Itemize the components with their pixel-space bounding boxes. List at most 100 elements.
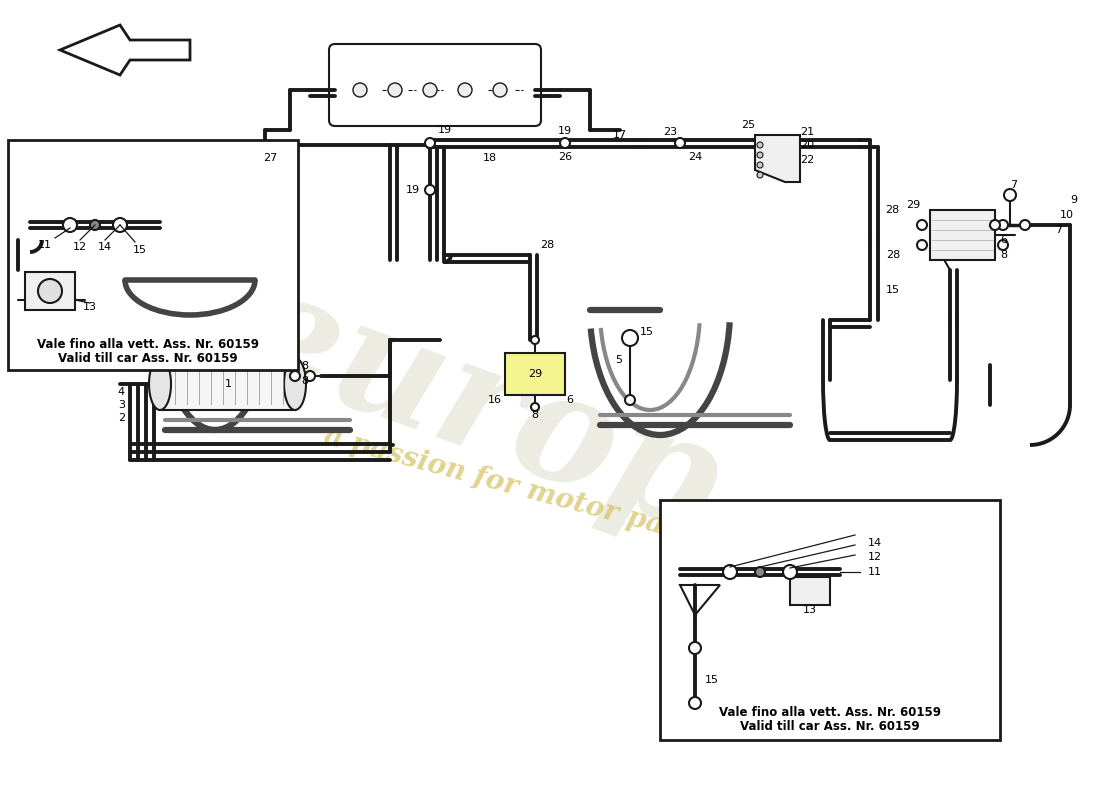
Circle shape — [39, 279, 62, 303]
Circle shape — [689, 697, 701, 709]
Text: 19: 19 — [558, 126, 572, 136]
Text: 3: 3 — [118, 400, 125, 410]
Text: 27: 27 — [263, 153, 277, 163]
Text: a passion for motor parts since 1985: a passion for motor parts since 1985 — [321, 423, 879, 597]
Circle shape — [560, 138, 570, 148]
Circle shape — [425, 138, 435, 148]
Circle shape — [305, 371, 315, 381]
Text: 15: 15 — [640, 327, 654, 337]
Text: Valid till car Ass. Nr. 60159: Valid till car Ass. Nr. 60159 — [740, 719, 920, 733]
Circle shape — [424, 83, 437, 97]
Bar — [930, 210, 996, 260]
Circle shape — [621, 330, 638, 346]
Text: 23: 23 — [663, 127, 678, 137]
Text: 4: 4 — [118, 387, 125, 397]
Text: 13: 13 — [82, 302, 97, 312]
Circle shape — [458, 83, 472, 97]
Text: 12: 12 — [868, 552, 882, 562]
Circle shape — [757, 152, 763, 158]
Text: 7: 7 — [1010, 180, 1018, 190]
Text: 15: 15 — [886, 285, 900, 295]
Text: 6: 6 — [1000, 235, 1006, 245]
Text: 19: 19 — [438, 125, 452, 135]
Circle shape — [625, 395, 635, 405]
Text: 5: 5 — [615, 355, 622, 365]
Circle shape — [63, 218, 77, 232]
Circle shape — [90, 220, 100, 230]
Circle shape — [917, 220, 927, 230]
Text: 20: 20 — [800, 140, 814, 150]
Circle shape — [757, 142, 763, 148]
Text: 7: 7 — [1055, 225, 1063, 235]
FancyBboxPatch shape — [329, 44, 541, 126]
Text: Vale fino alla vett. Ass. Nr. 60159: Vale fino alla vett. Ass. Nr. 60159 — [719, 706, 940, 718]
Circle shape — [757, 162, 763, 168]
Circle shape — [425, 185, 435, 195]
Text: 13: 13 — [803, 605, 817, 615]
Circle shape — [493, 83, 507, 97]
Polygon shape — [680, 585, 720, 615]
Circle shape — [755, 567, 764, 577]
Text: 22: 22 — [800, 155, 814, 165]
Text: 17: 17 — [613, 130, 627, 140]
Text: 11: 11 — [868, 567, 882, 577]
Text: 8: 8 — [1000, 250, 1008, 260]
Circle shape — [917, 240, 927, 250]
Bar — [8, 140, 298, 370]
Circle shape — [531, 403, 539, 411]
Text: 29: 29 — [905, 200, 920, 210]
Text: 9: 9 — [1070, 195, 1077, 205]
Text: 14: 14 — [868, 538, 882, 548]
Bar — [790, 577, 830, 605]
Bar — [160, 358, 295, 410]
Text: 25: 25 — [741, 120, 755, 130]
Text: 24: 24 — [688, 152, 702, 162]
Text: 28: 28 — [886, 250, 900, 260]
Text: 10: 10 — [1060, 210, 1074, 220]
Text: 14: 14 — [98, 242, 112, 252]
Text: 15: 15 — [133, 245, 147, 255]
Circle shape — [388, 83, 401, 97]
Circle shape — [353, 83, 367, 97]
Circle shape — [1004, 189, 1016, 201]
Text: 21: 21 — [800, 127, 814, 137]
Circle shape — [675, 138, 685, 148]
Text: europ: europ — [221, 255, 739, 565]
Circle shape — [290, 371, 300, 381]
Circle shape — [998, 240, 1008, 250]
Circle shape — [998, 220, 1008, 230]
Text: 2: 2 — [118, 413, 125, 423]
Circle shape — [689, 642, 701, 654]
Bar — [505, 353, 565, 395]
Circle shape — [113, 218, 127, 232]
Text: 8: 8 — [301, 376, 309, 386]
Text: 8: 8 — [531, 410, 539, 420]
Circle shape — [426, 141, 434, 149]
Text: Valid till car Ass. Nr. 60159: Valid till car Ass. Nr. 60159 — [58, 353, 238, 366]
Text: 18: 18 — [483, 153, 497, 163]
Ellipse shape — [148, 358, 170, 410]
Text: 28: 28 — [886, 205, 900, 215]
Text: 1: 1 — [224, 379, 231, 389]
Circle shape — [783, 565, 798, 579]
Polygon shape — [755, 135, 800, 182]
Text: 26: 26 — [558, 152, 572, 162]
Circle shape — [1020, 220, 1030, 230]
Polygon shape — [60, 25, 190, 75]
Text: 29: 29 — [528, 369, 542, 379]
Text: Vale fino alla vett. Ass. Nr. 60159: Vale fino alla vett. Ass. Nr. 60159 — [37, 338, 258, 351]
Circle shape — [261, 141, 270, 149]
Text: 12: 12 — [73, 242, 87, 252]
Bar — [660, 500, 1000, 740]
Text: 19: 19 — [406, 185, 420, 195]
Text: 6: 6 — [566, 395, 573, 405]
Text: 28: 28 — [540, 240, 554, 250]
Text: 11: 11 — [39, 240, 52, 250]
Bar — [25, 272, 75, 310]
Circle shape — [757, 172, 763, 178]
Circle shape — [990, 220, 1000, 230]
Circle shape — [723, 565, 737, 579]
Ellipse shape — [284, 358, 306, 410]
Text: 8: 8 — [301, 361, 309, 371]
Circle shape — [531, 336, 539, 344]
